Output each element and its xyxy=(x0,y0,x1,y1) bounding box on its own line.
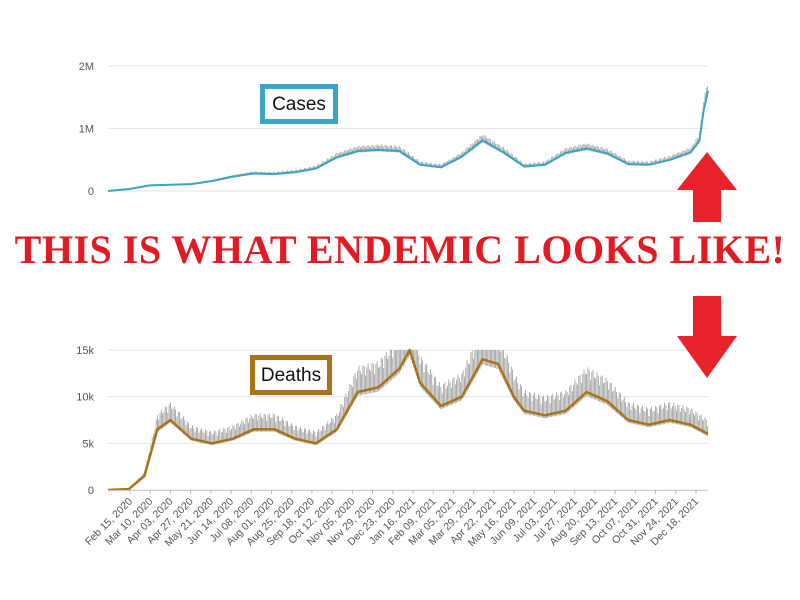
cases-label: Cases xyxy=(260,84,338,124)
y-tick-label: 0 xyxy=(88,186,94,198)
down-arrow-icon xyxy=(677,296,737,378)
series-line xyxy=(107,90,709,192)
y-tick-label: 1M xyxy=(79,124,94,136)
deaths-label: Deaths xyxy=(250,355,332,395)
series-line xyxy=(107,348,709,492)
y-tick-label: 10k xyxy=(76,392,94,404)
y-tick-label: 15k xyxy=(76,345,94,357)
cases-chart: 0 1M 2M xyxy=(79,61,709,198)
headline: THIS IS WHAT ENDEMIC LOOKS LIKE! xyxy=(14,227,786,272)
daily-bar-spikes xyxy=(112,350,708,490)
y-tick-label: 5k xyxy=(82,438,94,450)
daily-bars xyxy=(110,86,708,191)
daily-bars xyxy=(112,350,708,490)
y-tick-label: 0 xyxy=(88,485,94,497)
arrows xyxy=(677,152,737,378)
up-arrow-icon xyxy=(677,152,737,222)
daily-bar-spikes xyxy=(110,86,708,191)
y-tick-label: 2M xyxy=(79,61,94,73)
